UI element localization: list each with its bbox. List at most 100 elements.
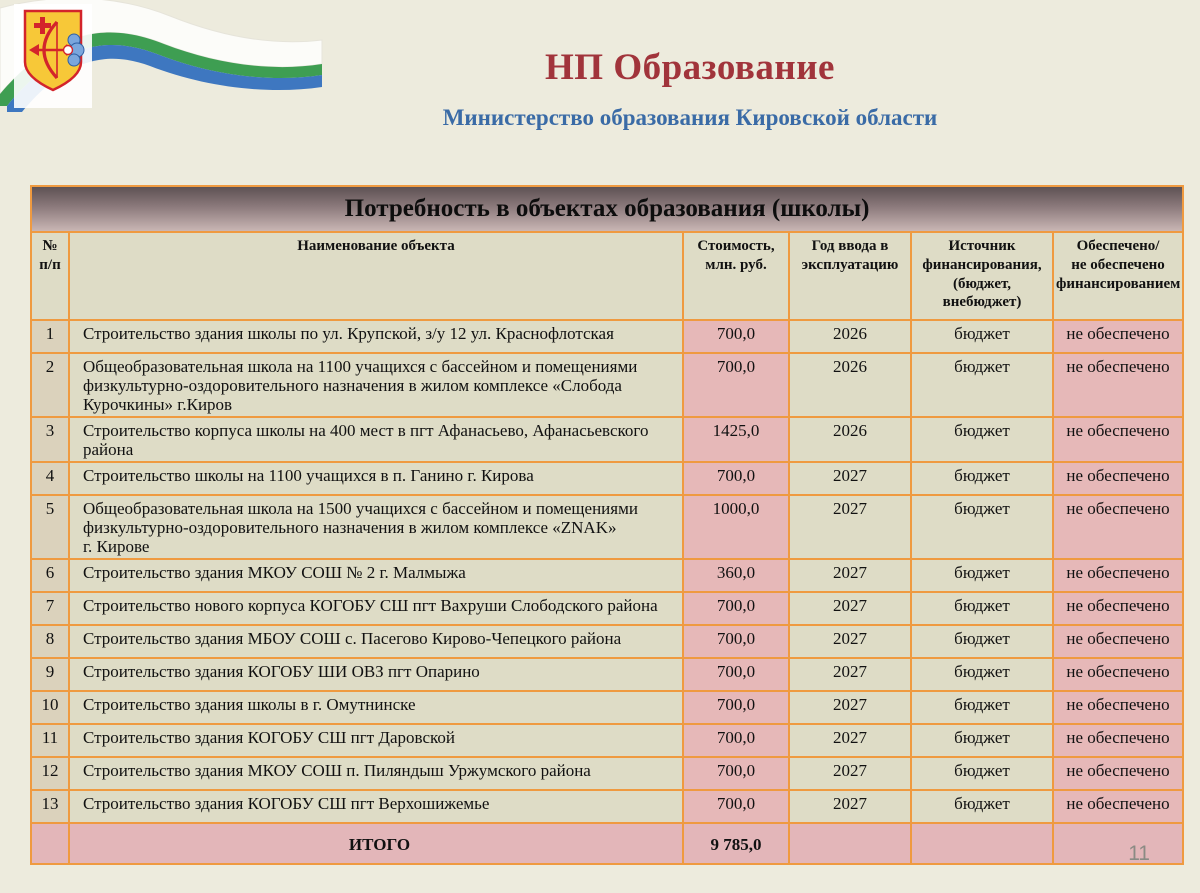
table-row: 9 Строительство здания КОГОБУ ШИ ОВЗ пгт … <box>30 657 1185 693</box>
page-number: 11 <box>1128 842 1150 865</box>
cell-source: бюджет <box>910 723 1054 759</box>
cell-source: бюджет <box>910 494 1054 561</box>
cell-name: Строительство здания школы по ул. Крупск… <box>68 319 684 354</box>
column-header-status: Обеспечено/ не обеспечено финансирование… <box>1051 231 1185 321</box>
cell-year: 2027 <box>788 756 912 792</box>
table-row: 13 Строительство здания КОГОБУ СШ пгт Вер… <box>30 789 1185 825</box>
cell-year: 2027 <box>788 657 912 693</box>
cell-num: 7 <box>30 591 70 627</box>
cell-year: 2027 <box>788 494 912 561</box>
cell-status: не обеспечено <box>1051 591 1185 627</box>
cell-status: не обеспечено <box>1051 461 1185 497</box>
cell-cost: 1000,0 <box>682 494 790 561</box>
cell-year: 2027 <box>788 591 912 627</box>
cell-year: 2027 <box>788 723 912 759</box>
table-row: 2 Общеобразовательная школа на 1100 учащи… <box>30 351 1185 419</box>
needs-table: Потребность в объектах образования (школ… <box>29 185 1185 866</box>
cell-name: Строительство здания МБОУ СОШ с. Пасегов… <box>68 624 684 660</box>
cell-source: бюджет <box>910 319 1054 354</box>
cell-year: 2027 <box>788 558 912 594</box>
cell-year: 2027 <box>788 624 912 660</box>
cell-source: бюджет <box>910 461 1054 497</box>
cell-name: Общеобразовательная школа на 1500 учащих… <box>68 494 684 561</box>
cell-name: Общеобразовательная школа на 1100 учащих… <box>68 351 684 419</box>
cell-name: Строительство здания КОГОБУ СШ пгт Верхо… <box>68 789 684 825</box>
cell-name: Строительство здания школы в г. Омутнинс… <box>68 690 684 726</box>
total-row: ИТОГО 9 785,0 <box>30 822 1185 866</box>
cell-status: не обеспечено <box>1051 494 1185 561</box>
cell-year: 2026 <box>788 319 912 354</box>
total-cell-year <box>788 822 912 866</box>
cell-num: 11 <box>30 723 70 759</box>
cell-source: бюджет <box>910 416 1054 464</box>
table-row: 5 Общеобразовательная школа на 1500 учащи… <box>30 494 1185 561</box>
cell-num: 1 <box>30 319 70 354</box>
total-cell-name: ИТОГО <box>68 822 684 866</box>
cell-cost: 700,0 <box>682 690 790 726</box>
table-header-row: № п/п Наименование объекта Стоимость, млн.… <box>30 231 1185 321</box>
cell-status: не обеспечено <box>1051 624 1185 660</box>
cell-cost: 700,0 <box>682 461 790 497</box>
cell-year: 2026 <box>788 416 912 464</box>
table-row: 4 Строительство школы на 1100 учащихся в … <box>30 461 1185 497</box>
cell-cost: 700,0 <box>682 591 790 627</box>
cell-status: не обеспечено <box>1051 756 1185 792</box>
cell-name: Строительство здания КОГОБУ ШИ ОВЗ пгт О… <box>68 657 684 693</box>
cell-cost: 700,0 <box>682 789 790 825</box>
cell-name: Строительство здания КОГОБУ СШ пгт Даров… <box>68 723 684 759</box>
title-block: НП Образование Министерство образования … <box>180 46 1200 131</box>
cell-cost: 700,0 <box>682 624 790 660</box>
header-graphic <box>0 0 330 115</box>
cell-status: не обеспечено <box>1051 690 1185 726</box>
table-row: 1 Строительство здания школы по ул. Крупс… <box>30 319 1185 354</box>
column-header-cost: Стоимость, млн. руб. <box>682 231 790 321</box>
column-header-year: Год ввода в эксплуатацию <box>788 231 912 321</box>
table-caption-row: Потребность в объектах образования (школ… <box>29 185 1185 233</box>
cell-cost: 1425,0 <box>682 416 790 464</box>
cell-cost: 700,0 <box>682 657 790 693</box>
cell-source: бюджет <box>910 624 1054 660</box>
cell-status: не обеспечено <box>1051 351 1185 419</box>
table-row: 11 Строительство здания КОГОБУ СШ пгт Дар… <box>30 723 1185 759</box>
cell-year: 2027 <box>788 690 912 726</box>
cell-num: 13 <box>30 789 70 825</box>
column-header-name: Наименование объекта <box>68 231 684 321</box>
total-cell-status <box>1051 822 1185 866</box>
cell-source: бюджет <box>910 789 1054 825</box>
cell-source: бюджет <box>910 351 1054 419</box>
page-title: НП Образование <box>545 47 835 88</box>
cell-num: 6 <box>30 558 70 594</box>
cell-source: бюджет <box>910 756 1054 792</box>
cell-name: Строительство школы на 1100 учащихся в п… <box>68 461 684 497</box>
flag-ribbon-icon <box>0 0 323 112</box>
cell-year: 2026 <box>788 351 912 419</box>
table-row: 8 Строительство здания МБОУ СОШ с. Пасего… <box>30 624 1185 660</box>
cell-source: бюджет <box>910 591 1054 627</box>
page-subtitle: Министерство образования Кировской облас… <box>442 105 938 130</box>
cell-num: 10 <box>30 690 70 726</box>
cell-num: 12 <box>30 756 70 792</box>
column-header-num: № п/п <box>30 231 70 321</box>
cell-year: 2027 <box>788 789 912 825</box>
cell-source: бюджет <box>910 690 1054 726</box>
column-header-source: Источник финансирования, (бюджет, внебюд… <box>910 231 1054 321</box>
table-row: 7 Строительство нового корпуса КОГОБУ СШ … <box>30 591 1185 627</box>
cell-status: не обеспечено <box>1051 558 1185 594</box>
cell-status: не обеспечено <box>1051 657 1185 693</box>
table-caption: Потребность в объектах образования (школ… <box>29 185 1185 233</box>
cell-year: 2027 <box>788 461 912 497</box>
cell-cost: 700,0 <box>682 319 790 354</box>
kirov-coat-of-arms-icon <box>23 9 85 92</box>
cell-source: бюджет <box>910 558 1054 594</box>
table-row: 3 Строительство корпуса школы на 400 мест… <box>30 416 1185 464</box>
cell-num: 2 <box>30 351 70 419</box>
cell-status: не обеспечено <box>1051 416 1185 464</box>
total-cell-source <box>910 822 1054 866</box>
table-row: 6 Строительство здания МКОУ СОШ № 2 г. Ма… <box>30 558 1185 594</box>
cell-status: не обеспечено <box>1051 789 1185 825</box>
cell-source: бюджет <box>910 657 1054 693</box>
cell-num: 4 <box>30 461 70 497</box>
cell-name: Строительство нового корпуса КОГОБУ СШ п… <box>68 591 684 627</box>
cell-status: не обеспечено <box>1051 319 1185 354</box>
